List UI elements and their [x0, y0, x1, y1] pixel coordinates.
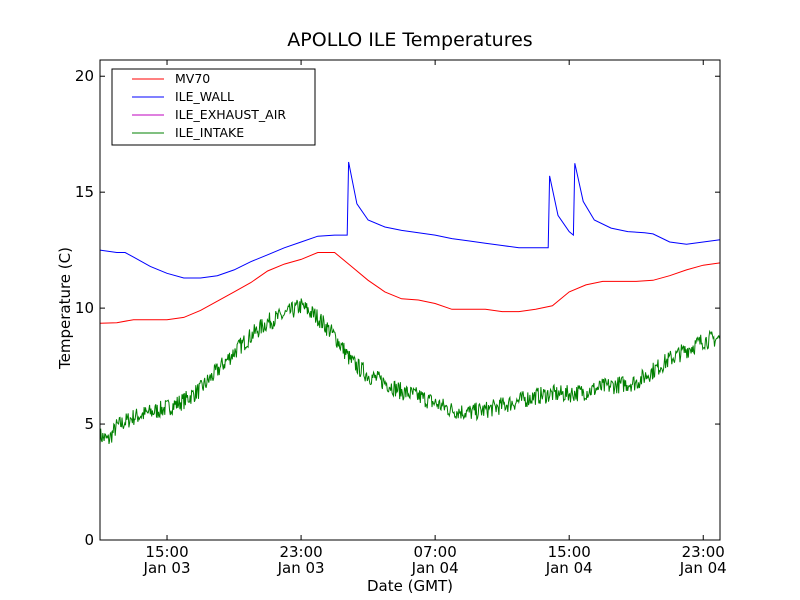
x-tick-label: 15:00 — [145, 543, 188, 561]
legend-box — [111, 68, 316, 146]
series-line-mv70 — [99, 252, 721, 324]
x-tick-label: Jan 03 — [143, 559, 191, 577]
x-tick-label: Jan 04 — [679, 559, 727, 577]
y-tick-label: 0 — [84, 531, 94, 549]
x-axis-label: Date (GMT) — [367, 577, 453, 595]
legend-label: ILE_INTAKE — [175, 125, 244, 140]
y-tick-label: 15 — [75, 183, 94, 201]
y-axis-label: Temperature (C) — [56, 247, 74, 370]
series-line-ile-intake — [99, 298, 721, 445]
x-tick-label: 23:00 — [682, 543, 725, 561]
x-tick-label: 23:00 — [279, 543, 322, 561]
legend: MV70 ILE_WALL ILE_EXHAUST_AIR ILE_INTAKE — [111, 68, 316, 146]
x-tick-label: Jan 04 — [545, 559, 593, 577]
chart-title: APOLLO ILE Temperatures — [287, 29, 532, 51]
y-tick-label: 10 — [75, 299, 94, 317]
y-tick-label: 20 — [75, 67, 94, 85]
x-tick-label: Jan 03 — [277, 559, 325, 577]
x-tick-label: 15:00 — [548, 543, 591, 561]
y-tick-label: 5 — [84, 415, 94, 433]
x-tick-label: 07:00 — [414, 543, 457, 561]
series-layer — [99, 161, 721, 445]
legend-label: MV70 — [175, 71, 210, 86]
plot-area-frame — [99, 59, 721, 541]
series-line-ile-wall — [99, 161, 721, 279]
legend-label: ILE_EXHAUST_AIR — [175, 107, 286, 122]
x-tick-label: Jan 04 — [411, 559, 459, 577]
legend-label: ILE_WALL — [175, 89, 234, 104]
